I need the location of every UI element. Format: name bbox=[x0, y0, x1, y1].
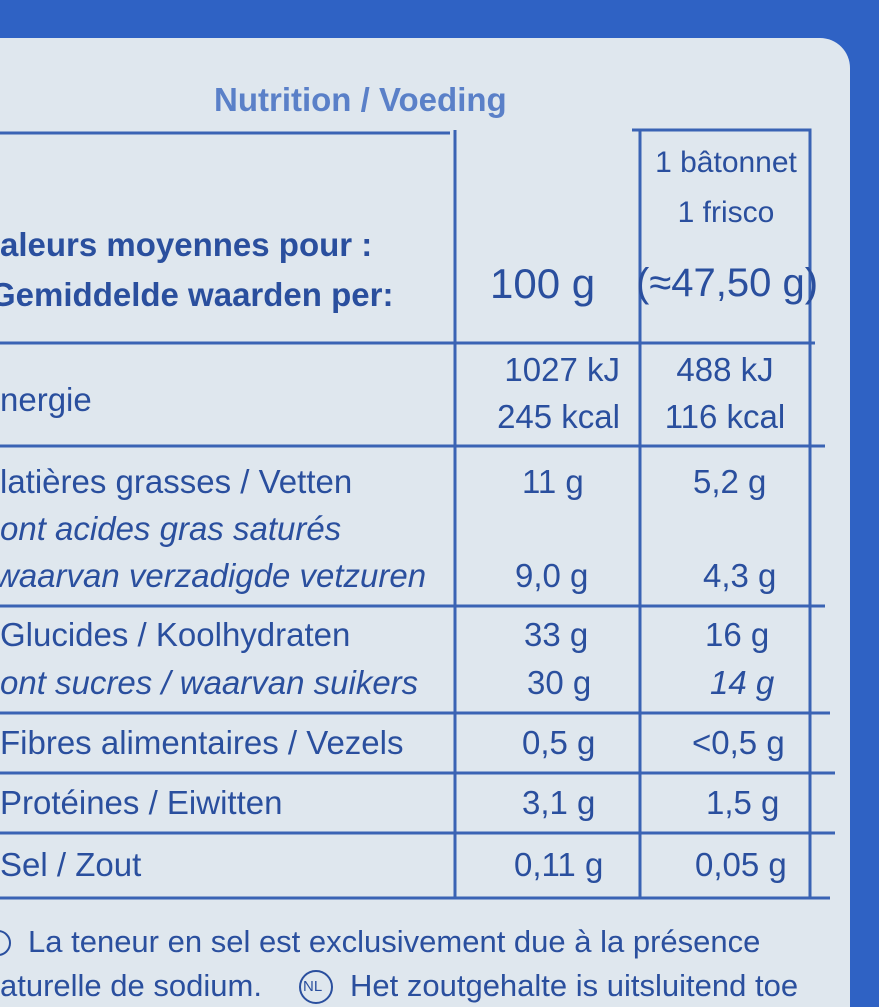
head-portion: 1 bâtonnet bbox=[655, 146, 797, 179]
value: 11 g bbox=[522, 463, 584, 500]
row-label: ont acides gras saturés bbox=[0, 510, 342, 547]
row-label: latières grasses / Vetten bbox=[0, 463, 353, 500]
value: 33 g bbox=[524, 616, 589, 653]
head-100g: 100 g bbox=[490, 260, 596, 307]
head-label: Gemiddelde waarden per: bbox=[0, 276, 394, 313]
value: 1027 kJ bbox=[504, 351, 620, 388]
value: 5,2 g bbox=[693, 463, 767, 500]
value: 16 g bbox=[705, 616, 770, 653]
badge: NL bbox=[303, 978, 323, 995]
head-portion: (≈47,50 g) bbox=[636, 261, 819, 305]
footnote: aturelle de sodium. bbox=[0, 968, 262, 1003]
value: 14 g bbox=[710, 664, 775, 701]
value: 3,1 g bbox=[522, 784, 596, 821]
row-label: Protéines / Eiwitten bbox=[0, 784, 283, 821]
value: 116 kcal bbox=[664, 398, 786, 435]
row-label: Glucides / Koolhydraten bbox=[0, 616, 351, 653]
table-lines bbox=[0, 128, 835, 1004]
head-portion: 1 frisco bbox=[677, 196, 775, 229]
value: 1,5 g bbox=[706, 784, 780, 821]
value: 9,0 g bbox=[515, 557, 589, 594]
footnote: Het zoutgehalte is uitsluitend toe bbox=[350, 968, 799, 1003]
value: 488 kJ bbox=[676, 351, 774, 388]
value: 0,5 g bbox=[522, 724, 596, 761]
row-label: waarvan verzadigde vetzuren bbox=[0, 557, 427, 594]
head-label: aleurs moyennes pour : bbox=[0, 226, 373, 263]
title: Nutrition / Voeding bbox=[214, 81, 507, 118]
label-panel: Nutrition / Voeding aleurs moyennes pour… bbox=[0, 38, 850, 1007]
row-label: Fibres alimentaires / Vezels bbox=[0, 724, 404, 761]
value: 0,05 g bbox=[695, 846, 787, 883]
value: 0,11 g bbox=[514, 846, 604, 883]
value: 245 kcal bbox=[497, 398, 620, 435]
row-label: Sel / Zout bbox=[0, 846, 142, 883]
value: 4,3 g bbox=[703, 557, 777, 594]
value: <0,5 g bbox=[692, 724, 785, 761]
row-label: nergie bbox=[0, 381, 92, 418]
value: 30 g bbox=[527, 664, 592, 701]
row-label: ont sucres / waarvan suikers bbox=[0, 664, 419, 701]
footnote: La teneur en sel est exclusivement due à… bbox=[28, 924, 761, 959]
